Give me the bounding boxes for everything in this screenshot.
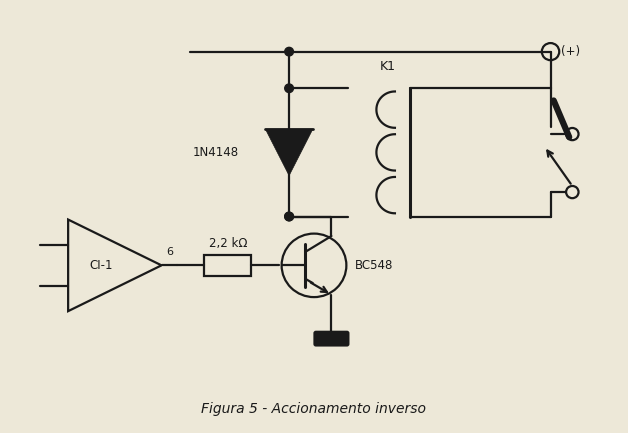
Text: CI-1: CI-1 (89, 259, 113, 272)
Text: 2,2 kΩ: 2,2 kΩ (208, 237, 247, 250)
Text: K1: K1 (379, 60, 396, 74)
Circle shape (284, 84, 293, 93)
Text: 1N4148: 1N4148 (193, 146, 239, 159)
Circle shape (284, 212, 293, 221)
FancyBboxPatch shape (313, 331, 349, 346)
FancyBboxPatch shape (204, 255, 251, 276)
Polygon shape (266, 129, 313, 176)
Polygon shape (68, 220, 161, 311)
Text: Figura 5 - Accionamento inverso: Figura 5 - Accionamento inverso (202, 402, 426, 416)
Text: (+): (+) (561, 45, 580, 58)
Circle shape (284, 212, 293, 221)
Text: 6: 6 (166, 247, 173, 257)
Text: BC548: BC548 (354, 259, 393, 272)
Circle shape (284, 47, 293, 56)
